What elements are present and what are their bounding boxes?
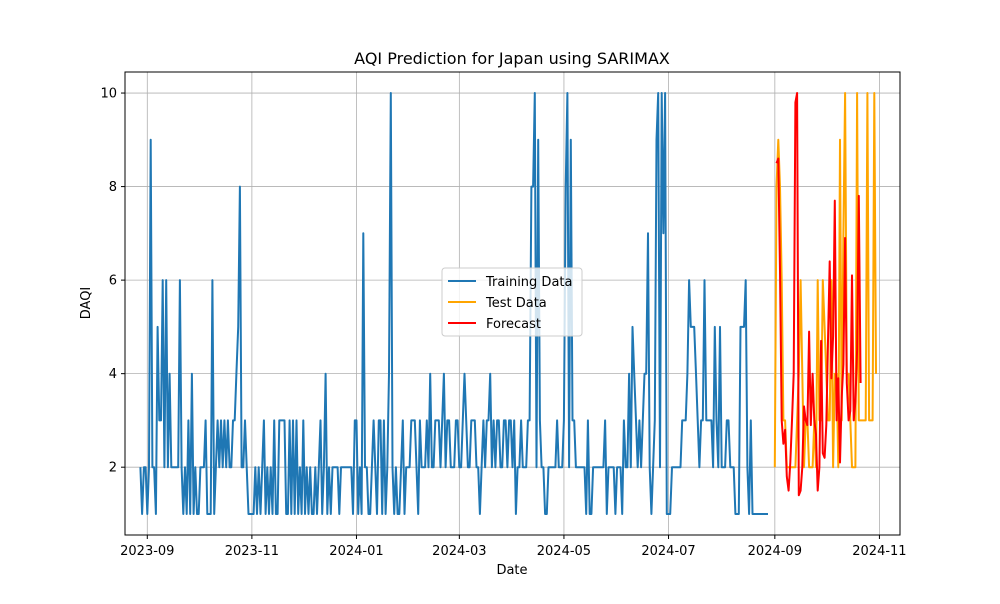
series-line-forecast [775, 92, 862, 497]
x-tick-label: 2024-01 [329, 544, 383, 559]
legend-box [441, 267, 583, 337]
legend-label-forecast: Forecast [486, 317, 541, 332]
series-lines [139, 92, 877, 515]
x-tick-label: 2023-09 [120, 544, 174, 559]
x-tick-label: 2024-05 [537, 544, 591, 559]
x-axis-ticks: 2023-09 2023-11 2024-01 2024-03 2024-05 2024-… [120, 535, 907, 559]
y-tick-label: 10 [100, 87, 117, 102]
series-line-test-data [773, 92, 877, 469]
x-tick-label: 2024-09 [748, 544, 802, 559]
series-line-training-data [139, 92, 768, 515]
y-axis-label: DAQI [79, 287, 94, 320]
legend-label-test: Test Data [485, 296, 547, 311]
x-axis-label: Date [496, 563, 527, 578]
x-tick-label: 2024-03 [432, 544, 486, 559]
y-tick-label: 8 [109, 180, 117, 195]
y-tick-label: 2 [109, 461, 117, 476]
axes-frame [124, 71, 901, 536]
chart-title: AQI Prediction for Japan using SARIMAX [354, 49, 670, 68]
y-tick-label: 4 [109, 367, 117, 382]
x-tick-label: 2024-07 [641, 544, 695, 559]
legend: Training Data Test Data Forecast [441, 267, 583, 337]
legend-label-training: Training Data [485, 275, 572, 290]
x-tick-label: 2023-11 [225, 544, 279, 559]
x-tick-label: 2024-11 [852, 544, 906, 559]
y-tick-label: 6 [109, 274, 117, 289]
y-axis-ticks: 2 4 6 8 10 [100, 87, 125, 476]
